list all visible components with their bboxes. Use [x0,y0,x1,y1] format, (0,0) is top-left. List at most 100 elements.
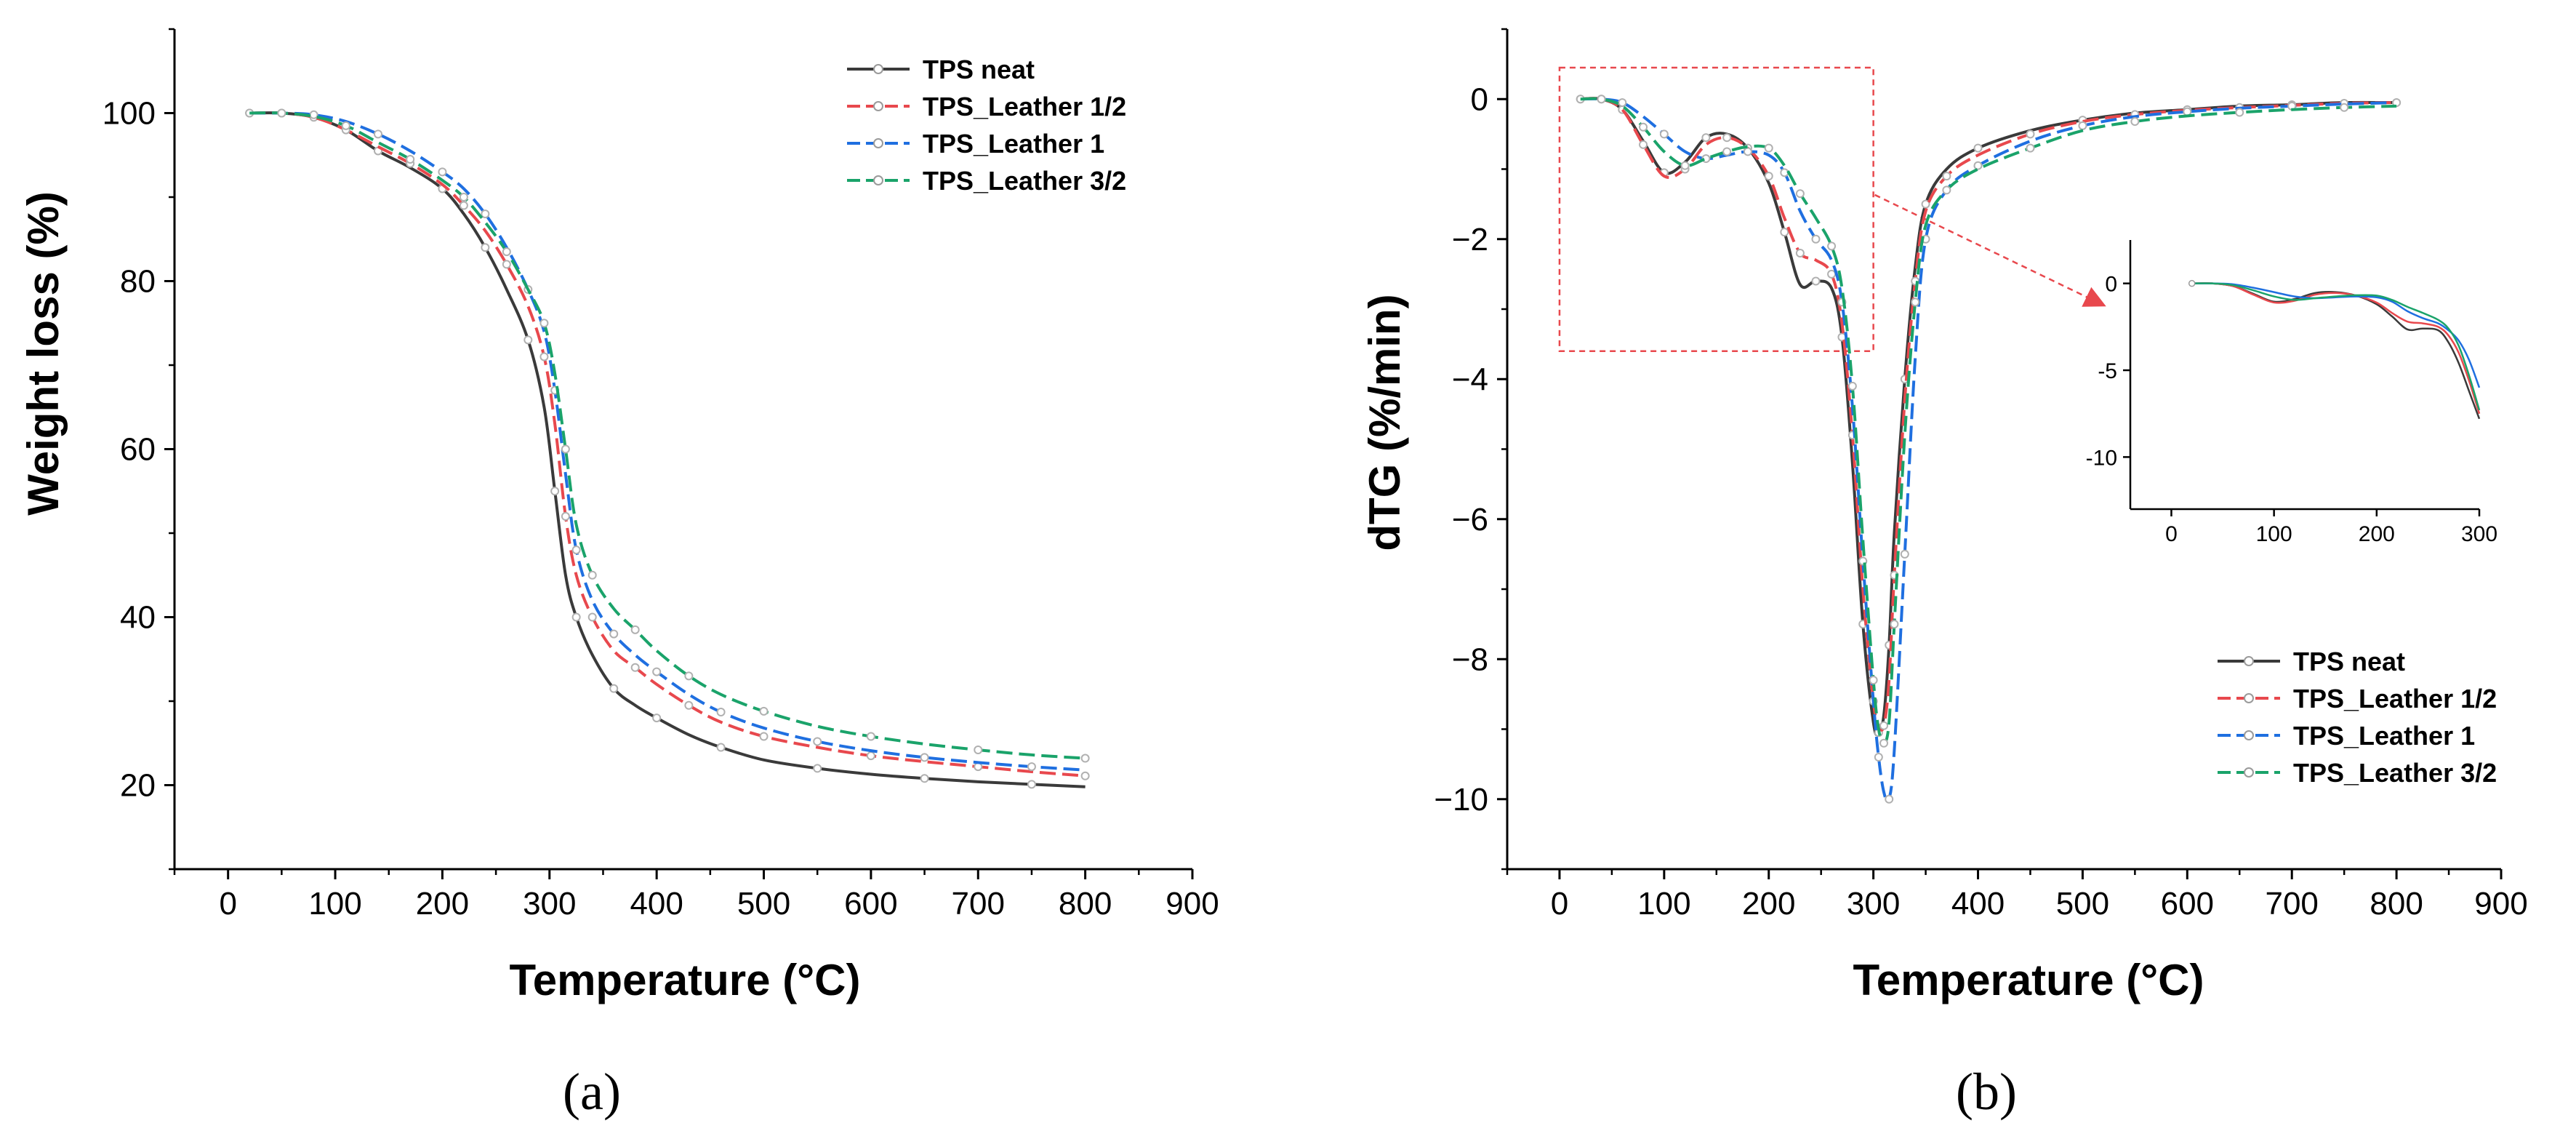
data-point-a-tps-leather-1 [374,129,382,139]
legend-label-tps-leather-1: TPS_Leather 1 [2293,721,2475,751]
legend-marker-tps-neat [2244,656,2254,666]
data-point-a-tps-leather-1-2 [561,511,570,521]
data-point-a-tps-leather-1-2 [459,201,468,210]
y-tick-label-a: 80 [120,264,156,300]
data-point-a-tps-leather-1 [481,209,490,219]
data-point-b-tps-leather-1 [1659,129,1669,139]
legend-marker-tps-neat [873,64,883,74]
data-point-b-tps-leather-1 [1618,98,1627,108]
data-point-b-tps-leather-1 [1743,147,1752,156]
data-point-a-tps-leather-1-2 [630,663,640,672]
x-tick-label-b: 500 [2056,886,2109,922]
data-point-a-tps-leather-3-2 [277,108,286,118]
data-point-a-tps-leather-3-2 [630,625,640,634]
chart-panel-b: 0 100 200 300 400 500 600 700 800 900 0 −2 −4 −6 −8 −10… [1360,28,2528,1121]
data-point-b-tps-leather-1 [1811,234,1821,244]
data-point-a-tps-leather-3-2 [1080,754,1090,763]
data-point-a-tps-leather-3-2 [341,121,350,130]
legend-a: TPS neat TPS_Leather 1/2 TPS_Leather 1 TPS_… [847,55,1126,196]
legend-marker-tps-leather-3-2 [873,175,883,185]
series-line-b-tps-neat [1580,97,2397,737]
data-point-a-tps-leather-3-2 [406,155,415,164]
legend-marker-tps-leather-1 [2244,730,2254,740]
data-point-a-tps-leather-1 [609,629,619,639]
chart-panel-a: 0 100 200 300 400 500 600 700 800 90020406080100 … [19,28,1219,1121]
data-point-a-tps-leather-1-2 [587,612,597,622]
data-point-b-tps-leather-3-2 [1722,147,1732,156]
data-point-a-tps-leather-1 [920,753,929,762]
data-point-b-tps-neat [1701,133,1711,143]
x-tick-label-b: 100 [1637,886,1690,922]
inset-y-tick-label: 0 [2105,273,2117,297]
data-point-b-tps-leather-1 [1885,794,1894,804]
data-point-b-tps-leather-1-2 [1879,721,1889,730]
y-tick-label-b: −4 [1452,361,1488,397]
data-point-b-tps-leather-3-2 [1847,381,1857,391]
legend-b: TPS neat TPS_Leather 1/2 TPS_Leather 1 TPS_… [2218,647,2497,788]
data-point-a-tps-neat [1027,780,1036,789]
data-point-a-tps-leather-3-2 [759,706,769,716]
x-tick-label-b: 0 [1551,886,1568,922]
x-tick-label-a: 400 [630,886,683,922]
inset-x-tick-label: 0 [2165,522,2178,546]
series-line-b-tps-leather-1-2 [1580,97,2397,732]
series-line-a-tps-leather-3-2 [249,111,1086,760]
data-point-b-tps-leather-1-2 [1764,172,1773,181]
legend-label-tps-neat: TPS neat [923,55,1035,84]
series-line-a-tps-neat [249,111,1086,788]
data-point-b-tps-leather-3-2 [1795,189,1805,199]
data-point-a-tps-leather-1 [309,110,318,119]
data-point-a-tps-neat [652,714,662,723]
y-axis-title-b: dTG (%/min) [1360,294,1409,551]
data-point-b-tps-leather-1 [2078,121,2087,130]
data-point-a-tps-leather-1 [716,708,726,717]
inset-data-point [2188,279,2196,287]
x-tick-label-b: 300 [1847,886,1900,922]
data-point-a-tps-leather-3-2 [974,745,983,754]
x-tick-label-a: 300 [523,886,576,922]
data-point-b-tps-leather-1-2 [1795,249,1805,257]
data-point-a-tps-leather-1 [438,167,447,177]
data-point-a-tps-leather-3-2 [684,671,694,681]
data-point-b-tps-leather-1-2 [2026,129,2035,139]
legend-marker-tps-leather-1-2 [2244,693,2254,703]
data-point-a-tps-neat [609,684,619,693]
y-tick-label-b: −8 [1452,642,1488,677]
data-point-b-tps-leather-1-2 [1942,172,1951,181]
data-point-a-tps-leather-1 [571,545,581,555]
data-point-b-tps-neat [1973,143,1983,153]
x-tick-label-a: 0 [219,886,236,922]
inset-series-line-tps-leather-3-2 [2191,282,2481,411]
data-point-b-tps-leather-3-2 [1764,143,1773,153]
legend-marker-tps-leather-1 [873,138,883,148]
series-line-a-tps-leather-1 [249,111,1086,772]
inset-x-tick-label: 100 [2256,522,2292,546]
y-tick-label-b: −10 [1434,782,1488,818]
data-point-a-tps-leather-3-2 [539,319,549,328]
legend-label-tps-leather-1-2: TPS_Leather 1/2 [2293,684,2497,714]
axes-a: 0 100 200 300 400 500 600 700 800 900 20 40 60 80 100 [103,28,1219,922]
zoom-region-b [1558,66,2106,352]
data-point-b-tps-neat [1811,276,1821,286]
y-tick-label-a: 20 [120,768,156,804]
data-point-a-tps-leather-1-2 [502,260,511,269]
data-point-a-tps-neat [920,774,929,783]
data-point-b-tps-leather-1-2 [1827,269,1837,279]
zoom-arrow [1874,193,2106,307]
data-point-b-tps-leather-1 [1900,549,1909,559]
x-axis-title-b: Temperature (°C) [1853,956,2204,1004]
y-tick-label-a: 100 [103,96,156,132]
legend-label-tps-leather-1-2: TPS_Leather 1/2 [923,92,1126,121]
inset-y-tick-label: -5 [2098,359,2117,383]
inset-series-line-tps-leather-1-2 [2191,282,2481,415]
legend-label-tps-leather-3-2: TPS_Leather 3/2 [923,166,1126,196]
y-tick-label-b: −2 [1452,222,1488,257]
series-line-b-tps-leather-1 [1580,97,2397,804]
x-tick-label-b: 700 [2265,886,2318,922]
data-point-b-tps-leather-1 [1874,753,1883,762]
data-point-b-tps-leather-3-2 [2026,143,2035,153]
legend-label-tps-leather-3-2: TPS_Leather 3/2 [2293,758,2497,788]
x-tick-label-a: 100 [308,886,361,922]
y-tick-label-b: 0 [1471,81,1488,117]
